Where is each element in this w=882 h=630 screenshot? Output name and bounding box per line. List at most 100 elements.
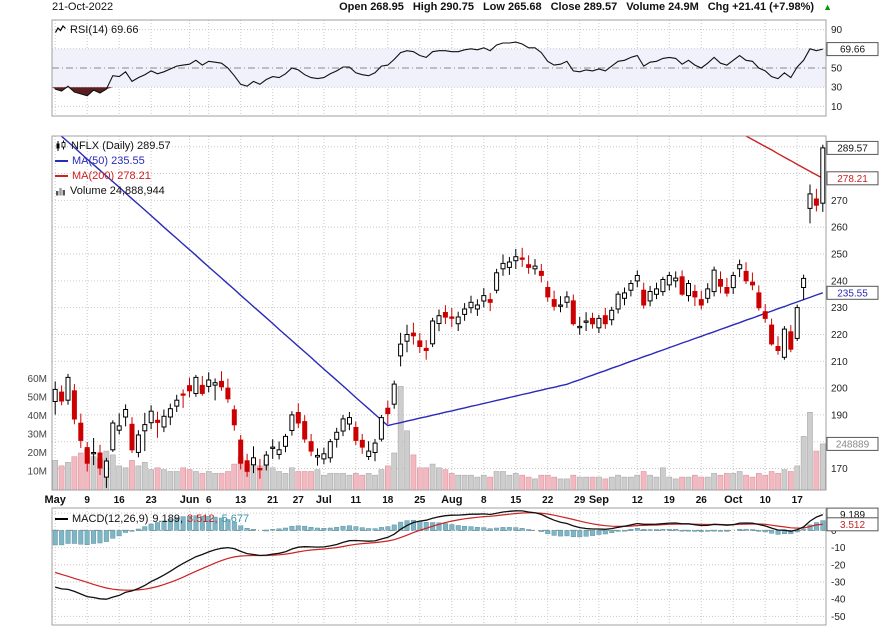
- svg-text:40M: 40M: [28, 411, 47, 422]
- close-label: Close: [550, 1, 581, 13]
- svg-text:23: 23: [146, 495, 158, 506]
- svg-text:230: 230: [831, 303, 848, 314]
- svg-text:210: 210: [831, 357, 848, 368]
- svg-text:-50: -50: [831, 612, 846, 623]
- legend-ma50-row: MA(50) 235.55: [55, 153, 171, 168]
- svg-text:-30: -30: [831, 577, 846, 588]
- main-legend: NFLX (Daily) 289.57 MA(50) 235.55 MA(200…: [55, 138, 171, 198]
- svg-text:11: 11: [351, 495, 362, 506]
- rsi-line: [55, 41, 823, 97]
- value-box: [826, 171, 879, 186]
- svg-text:12: 12: [632, 495, 644, 506]
- svg-text:289.57: 289.57: [837, 143, 868, 154]
- svg-text:20M: 20M: [28, 448, 47, 459]
- close-pair: Close 289.57: [551, 1, 618, 13]
- svg-text:22: 22: [542, 495, 554, 506]
- rsi-legend-label: RSI(14) 69.66: [70, 23, 139, 36]
- svg-text:18: 18: [382, 495, 394, 506]
- volume-pair: Volume 24.9M: [626, 1, 699, 13]
- ma50-line: [60, 136, 824, 427]
- svg-text:220: 220: [831, 330, 848, 341]
- svg-text:Jul: Jul: [316, 494, 332, 506]
- ohlc-summary: Open 268.95 High 290.75 Low 265.68 Close 289…: [339, 1, 832, 13]
- candles: [52, 144, 826, 488]
- svg-text:260: 260: [831, 223, 848, 234]
- svg-text:3.512: 3.512: [840, 520, 865, 531]
- svg-text:15: 15: [510, 495, 522, 506]
- macd-signal-value: 3.512,: [187, 512, 218, 525]
- svg-text:Jun: Jun: [180, 494, 200, 506]
- svg-text:6: 6: [206, 495, 212, 506]
- svg-text:10: 10: [831, 102, 843, 113]
- legend-ma200: MA(200) 278.21: [72, 169, 151, 182]
- panel-border: [51, 19, 827, 117]
- svg-text:240: 240: [831, 276, 848, 287]
- panel-border: [51, 135, 827, 491]
- candlestick-icon: [56, 140, 66, 151]
- svg-text:0: 0: [831, 526, 837, 537]
- rsi-oversold-fill: [52, 87, 823, 96]
- svg-text:270: 270: [831, 196, 848, 207]
- svg-text:29: 29: [574, 495, 586, 506]
- svg-text:-10: -10: [831, 543, 846, 554]
- macd-value: 9.189,: [152, 512, 184, 525]
- chg-pair: Chg +21.41 (+7.98%): [708, 1, 814, 13]
- high-pair: High 290.75: [413, 1, 474, 13]
- svg-text:278.21: 278.21: [837, 174, 868, 185]
- macd-legend-label: MACD(12,26,9): [72, 512, 149, 525]
- value-box: [826, 285, 879, 300]
- svg-text:25: 25: [414, 495, 426, 506]
- legend-ma200-row: MA(200) 278.21: [55, 168, 171, 183]
- svg-text:-20: -20: [831, 560, 846, 571]
- svg-text:69.66: 69.66: [840, 45, 865, 56]
- svg-text:27: 27: [293, 495, 305, 506]
- svg-text:30: 30: [831, 83, 843, 94]
- svg-text:Aug: Aug: [441, 494, 462, 506]
- low-value: 265.68: [507, 1, 542, 13]
- svg-text:50M: 50M: [28, 393, 47, 404]
- rsi-legend: RSI(14) 69.66: [55, 22, 138, 37]
- svg-text:10: 10: [760, 495, 772, 506]
- svg-text:21: 21: [267, 495, 279, 506]
- ma200-line-icon: [55, 174, 68, 177]
- high-value: 290.75: [440, 1, 474, 13]
- ma200-line: [744, 136, 824, 179]
- close-value: 289.57: [583, 1, 618, 13]
- value-box: [826, 436, 879, 451]
- macd-legend-row: MACD(12,26,9) 9.189, 3.512, 5.677: [55, 511, 249, 526]
- svg-text:90: 90: [831, 25, 843, 36]
- macd-legend: MACD(12,26,9) 9.189, 3.512, 5.677: [55, 511, 249, 526]
- svg-text:9.189: 9.189: [840, 510, 865, 521]
- svg-text:190: 190: [831, 410, 848, 421]
- high-label: High: [412, 1, 438, 13]
- macd-line: [55, 510, 824, 600]
- svg-text:10M: 10M: [28, 467, 47, 478]
- value-box: [826, 517, 879, 532]
- chart-header: 21-Oct-2022 Open 268.95 High 290.75 Low 265…: [52, 1, 832, 13]
- chg-label: Chg: [707, 1, 730, 13]
- svg-text:-40: -40: [831, 595, 846, 606]
- open-label: Open: [339, 1, 368, 13]
- svg-text:May: May: [44, 494, 66, 506]
- legend-ma50: MA(50) 235.55: [72, 154, 145, 167]
- macd-hist-value: 5.677: [221, 512, 250, 525]
- legend-symbol-row: NFLX (Daily) 289.57: [55, 138, 171, 153]
- macd-histogram: [52, 515, 826, 546]
- svg-text:17: 17: [792, 495, 804, 506]
- svg-text:9: 9: [84, 495, 90, 506]
- svg-text:26: 26: [696, 495, 708, 506]
- volume-bars: [52, 386, 826, 491]
- rsi-legend-row: RSI(14) 69.66: [55, 22, 138, 37]
- up-arrow-icon: ▲: [823, 1, 832, 12]
- svg-text:8: 8: [481, 495, 487, 506]
- svg-text:248889: 248889: [836, 439, 870, 450]
- svg-text:16: 16: [114, 495, 126, 506]
- open-pair: Open 268.95: [339, 1, 404, 13]
- svg-text:60M: 60M: [28, 374, 47, 385]
- volume-bars-icon: [56, 188, 65, 196]
- svg-text:Oct: Oct: [724, 494, 743, 506]
- svg-text:19: 19: [664, 495, 676, 506]
- macd-line-icon: [55, 517, 68, 520]
